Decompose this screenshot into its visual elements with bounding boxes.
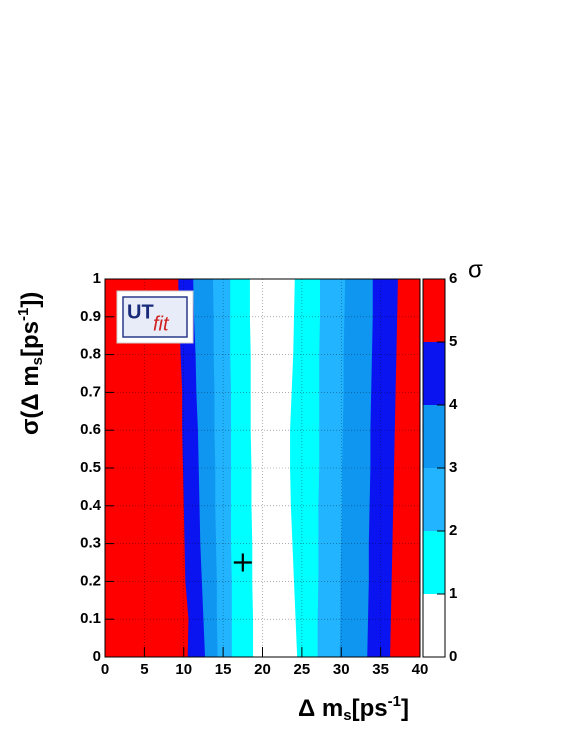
y-tick-label: 0.1 [80,610,101,627]
colorbar-tick-label: 3 [449,459,457,476]
x-tick-label: 10 [175,661,192,678]
y-tick-label: 1 [93,270,101,287]
logo-text: fit [153,313,170,335]
colorbar-tick-label: 0 [449,648,457,665]
colorbar-label: σ [468,256,483,283]
y-tick-label: 0.4 [80,497,102,514]
x-tick-label: 0 [101,661,109,678]
colorbar-band [423,531,445,594]
colorbar-band [423,342,445,405]
y-tick-label: 0.7 [80,383,101,400]
x-tick-label: 5 [140,661,148,678]
x-axis-label-part: ] [401,695,409,722]
x-axis-label-part: s [343,707,351,724]
x-axis-label: Δ ms[ps-1] [298,693,409,724]
x-tick-label: 25 [294,661,311,678]
logo-inner [122,296,188,338]
x-axis-label-part: -1 [388,693,401,710]
x-tick-label: 35 [372,661,389,678]
y-tick-label: 0.3 [80,535,101,552]
colorbar-tick-label: 5 [449,333,457,350]
y-tick-label: 0 [93,648,101,665]
x-tick-label: 30 [333,661,350,678]
logo-text: UT [127,301,154,323]
colorbar-tick-label: 2 [449,522,457,539]
colorbar-band [423,594,445,657]
colorbar-tick-label: 1 [449,585,457,602]
y-tick-label: 0.8 [80,346,101,363]
y-axis-label-part: -1 [15,308,32,321]
x-axis-label-part: Δ m [298,695,343,722]
x-tick-label: 40 [412,661,429,678]
marker [233,553,252,572]
y-tick-label: 0.2 [80,572,101,589]
y-axis-label-part: σ(Δ m [17,365,44,435]
y-tick-label: 0.6 [80,421,101,438]
y-axis-label-part: s [29,357,46,365]
y-tick-label: 0.5 [80,459,101,476]
y-axis-label: σ(Δ ms[ps-1]) [15,292,46,435]
x-tick-label: 15 [215,661,232,678]
colorbar-band [423,279,445,342]
y-axis-label-part: [ps [17,321,44,357]
colorbar-tick-label: 4 [449,396,458,413]
y-axis-label-part: ]) [17,292,44,308]
x-tick-label: 20 [254,661,271,678]
colorbar-band [423,405,445,468]
y-tick-label: 0.9 [80,308,101,325]
colorbar-tick-label: 6 [449,270,457,287]
colorbar-band [423,468,445,531]
x-axis-label-part: [ps [352,695,388,722]
